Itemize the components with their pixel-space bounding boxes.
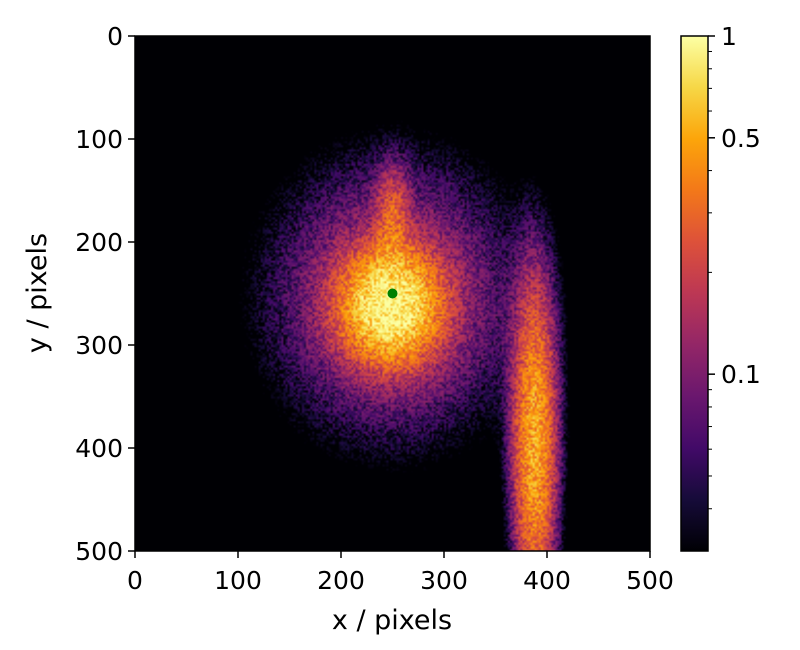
plot-frame: [134, 35, 651, 552]
colorbar-tick-label: 0.5: [721, 124, 761, 153]
y-tick-label: 500: [75, 537, 123, 566]
y-axis-label: y / pixels: [22, 233, 53, 353]
x-axis-label: x / pixels: [332, 605, 452, 636]
colorbar: 1 0.5 0.1: [680, 22, 761, 552]
colorbar-frame: [680, 35, 709, 552]
colorbar-gradient: [681, 36, 708, 551]
y-tick-label: 100: [75, 125, 123, 154]
x-tick-label: 0: [127, 566, 143, 595]
x-tick-label: 500: [626, 566, 674, 595]
colorbar-tick-label: 0.1: [721, 360, 761, 389]
y-tick-label: 200: [75, 228, 123, 257]
plot-area: [134, 35, 651, 552]
y-tick-label: 300: [75, 331, 123, 360]
center-marker: [387, 288, 398, 299]
x-tick-label: 300: [420, 566, 468, 595]
x-tick-label: 200: [317, 566, 365, 595]
y-tick-label: 400: [75, 434, 123, 463]
colorbar-ticks: 1 0.5 0.1: [708, 22, 761, 510]
colorbar-tick-label: 1: [721, 22, 737, 51]
x-tick-label: 400: [523, 566, 571, 595]
x-tick-label: 100: [214, 566, 262, 595]
x-axis: 0 100 200 300 400 500: [127, 551, 674, 595]
y-axis: 0 100 200 300 400 500: [75, 22, 135, 566]
y-tick-label: 0: [107, 22, 123, 51]
